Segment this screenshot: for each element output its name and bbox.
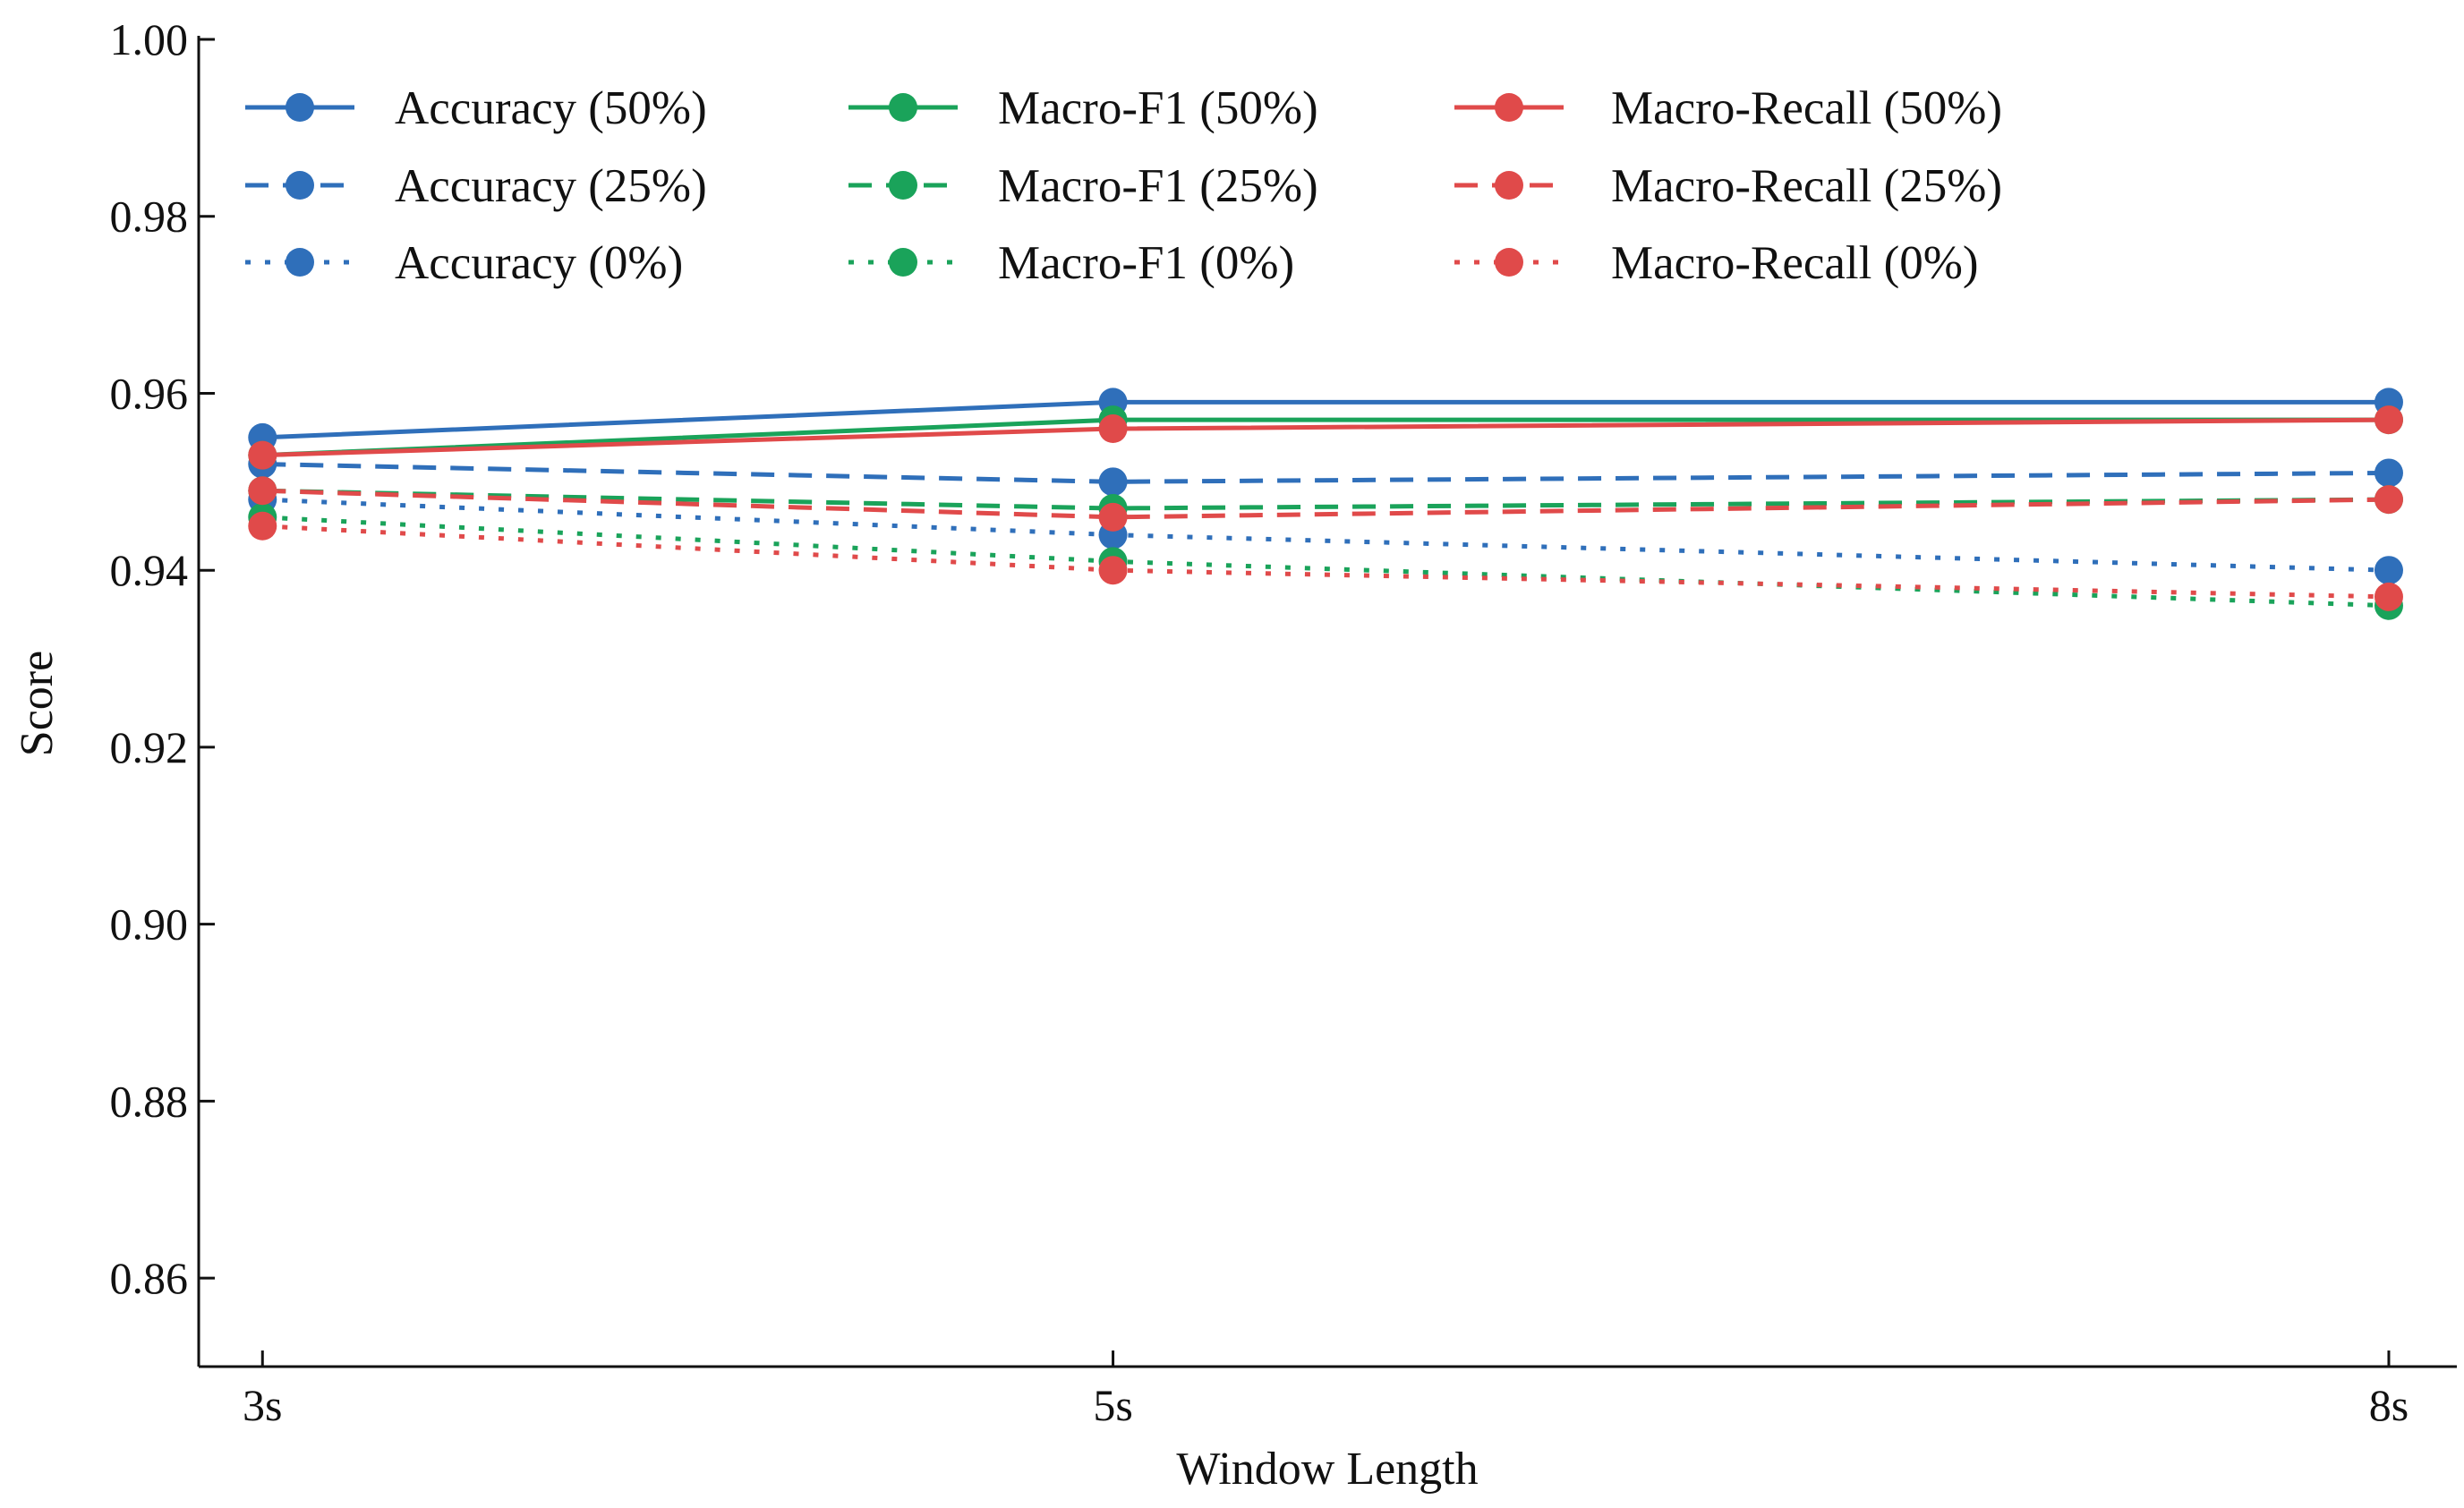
series-line xyxy=(262,462,2389,484)
data-point xyxy=(1098,414,1128,444)
data-point xyxy=(248,440,277,470)
data-point xyxy=(248,476,277,506)
data-point xyxy=(2374,405,2403,435)
legend-label: Macro-Recall (0%) xyxy=(1611,237,1979,289)
series-macro-recall-50 xyxy=(248,405,2403,470)
series-line xyxy=(262,488,2390,520)
series-accuracy-25 xyxy=(248,449,2403,497)
series-macro-f1-50 xyxy=(248,405,2403,470)
series-line xyxy=(262,488,2389,511)
legend-item: Macro-F1 (50%) xyxy=(848,82,1318,134)
legend-label: Macro-F1 (25%) xyxy=(998,160,1318,212)
y-tick-label: 0.92 xyxy=(110,722,189,772)
legend-label: Accuracy (25%) xyxy=(395,160,707,212)
legend-item: Macro-Recall (25%) xyxy=(1454,160,2002,212)
legend-marker xyxy=(286,248,314,277)
y-tick-label: 0.94 xyxy=(110,545,189,595)
legend: Accuracy (50%) Accuracy (25%) Accuracy (0%… xyxy=(245,82,2002,289)
x-axis-label: Window Length xyxy=(1176,1444,1478,1495)
legend-item: Macro-Recall (50%) xyxy=(1454,82,2002,134)
series-macro-recall-25 xyxy=(248,476,2403,532)
x-tick-label: 5s xyxy=(1093,1380,1132,1430)
y-axis-label: Score xyxy=(12,651,63,756)
series-macro-recall-0 xyxy=(248,511,2403,611)
legend-marker xyxy=(1495,93,1523,122)
axes: 0.86 0.88 0.90 0.92 0.94 0.96 0.98 1.00 3s 5s 8s xyxy=(110,14,2457,1430)
legend-item: Macro-F1 (0%) xyxy=(848,237,1294,289)
data-point xyxy=(2374,582,2403,611)
plot-area xyxy=(248,388,2403,620)
legend-item: Accuracy (0%) xyxy=(245,237,683,289)
legend-label: Accuracy (0%) xyxy=(395,237,683,289)
y-tick-label: 0.88 xyxy=(110,1076,189,1126)
legend-item: Accuracy (50%) xyxy=(245,82,707,134)
data-point xyxy=(1098,556,1128,585)
legend-marker xyxy=(1495,171,1523,200)
data-point xyxy=(2374,458,2403,488)
y-tick-label: 1.00 xyxy=(110,14,189,64)
legend-marker xyxy=(1495,248,1523,277)
data-point xyxy=(1098,502,1128,532)
legend-item: Macro-F1 (25%) xyxy=(848,160,1318,212)
legend-marker xyxy=(286,171,314,200)
data-point xyxy=(2374,485,2403,515)
series-macro-f1-0 xyxy=(248,502,2403,620)
legend-item: Accuracy (25%) xyxy=(245,160,707,212)
series-line xyxy=(262,524,2390,600)
legend-label: Macro-Recall (25%) xyxy=(1611,160,2002,212)
legend-marker xyxy=(286,93,314,122)
y-tick-label: 0.98 xyxy=(110,192,189,242)
series-line xyxy=(262,515,2390,609)
y-tick-label: 0.90 xyxy=(110,899,189,950)
legend-label: Macro-F1 (0%) xyxy=(998,237,1294,289)
y-tick-label: 0.96 xyxy=(110,368,189,418)
legend-marker xyxy=(889,93,917,122)
x-tick-label: 8s xyxy=(2369,1380,2409,1430)
legend-marker xyxy=(889,171,917,200)
legend-marker xyxy=(889,248,917,277)
legend-label: Accuracy (50%) xyxy=(395,82,707,134)
legend-item: Macro-Recall (0%) xyxy=(1454,237,1979,289)
legend-label: Macro-F1 (50%) xyxy=(998,82,1318,134)
legend-label: Macro-Recall (50%) xyxy=(1611,82,2002,134)
x-tick-label: 3s xyxy=(243,1380,282,1430)
data-point xyxy=(1098,467,1128,497)
data-point xyxy=(248,511,277,541)
y-tick-label: 0.86 xyxy=(110,1253,189,1303)
data-point xyxy=(2374,556,2403,585)
